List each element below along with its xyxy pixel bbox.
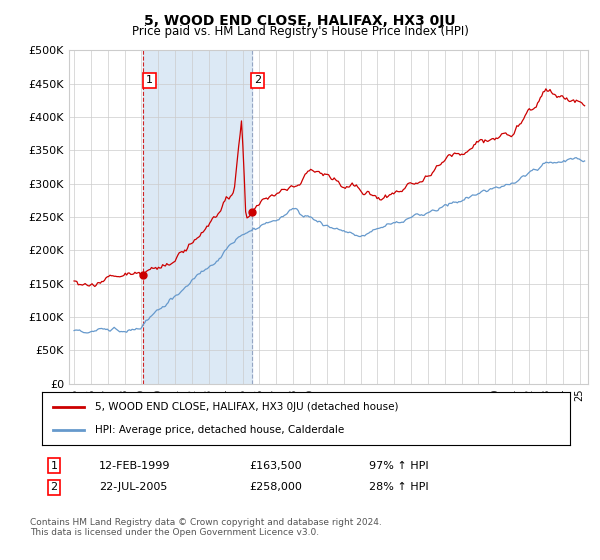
Text: £163,500: £163,500 [249,461,302,471]
Text: 12-FEB-1999: 12-FEB-1999 [99,461,170,471]
Text: HPI: Average price, detached house, Calderdale: HPI: Average price, detached house, Cald… [95,425,344,435]
Text: 22-JUL-2005: 22-JUL-2005 [99,482,167,492]
Text: 2: 2 [254,76,261,85]
Text: 97% ↑ HPI: 97% ↑ HPI [369,461,428,471]
Text: 5, WOOD END CLOSE, HALIFAX, HX3 0JU: 5, WOOD END CLOSE, HALIFAX, HX3 0JU [144,14,456,28]
Text: 1: 1 [50,461,58,471]
Text: £258,000: £258,000 [249,482,302,492]
Text: 28% ↑ HPI: 28% ↑ HPI [369,482,428,492]
Bar [143,50,252,384]
Text: 1: 1 [146,76,153,85]
Text: Price paid vs. HM Land Registry's House Price Index (HPI): Price paid vs. HM Land Registry's House … [131,25,469,38]
Text: 2: 2 [50,482,58,492]
Text: 5, WOOD END CLOSE, HALIFAX, HX3 0JU (detached house): 5, WOOD END CLOSE, HALIFAX, HX3 0JU (det… [95,402,398,412]
Text: Contains HM Land Registry data © Crown copyright and database right 2024.
This d: Contains HM Land Registry data © Crown c… [30,518,382,538]
